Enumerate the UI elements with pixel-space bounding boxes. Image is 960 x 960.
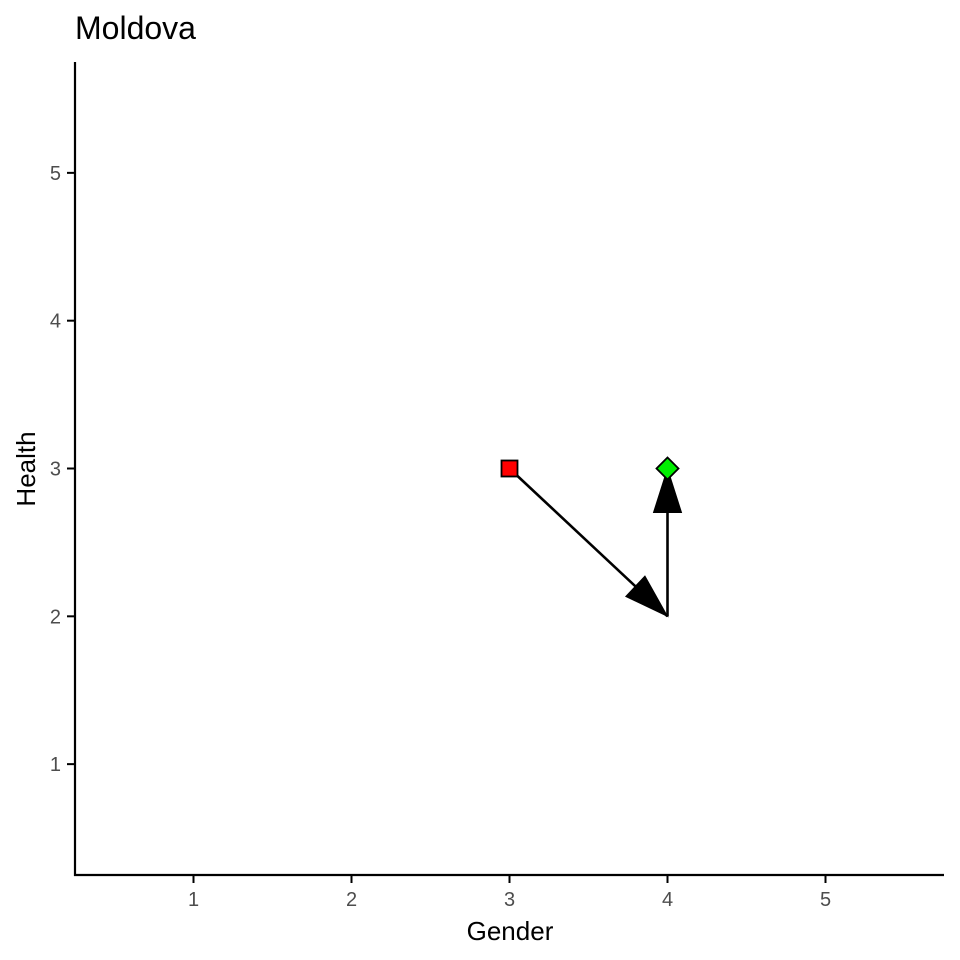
trajectory-arrowhead — [652, 466, 683, 513]
x-tick-label: 2 — [346, 889, 357, 911]
y-tick-label: 1 — [50, 754, 61, 776]
start-point-square — [500, 459, 519, 478]
trajectory-arrowhead — [624, 575, 669, 618]
x-tick-label: 4 — [662, 889, 673, 911]
y-axis-label: Health — [11, 431, 41, 506]
end-point-diamond — [655, 456, 680, 481]
axis-ticks: 1 2 3 4 5 1 2 3 4 5 — [50, 163, 831, 911]
x-axis-label: Gender — [467, 916, 554, 946]
chart-marks — [500, 456, 683, 618]
y-tick-label: 4 — [50, 311, 61, 333]
x-tick-label: 5 — [820, 889, 831, 911]
x-tick-label: 1 — [188, 889, 199, 911]
x-tick-label: 3 — [504, 889, 515, 911]
y-tick-label: 5 — [50, 163, 61, 185]
chart-title: Moldova — [75, 10, 196, 46]
y-tick-label: 2 — [50, 606, 61, 628]
y-tick-label: 3 — [50, 459, 61, 481]
